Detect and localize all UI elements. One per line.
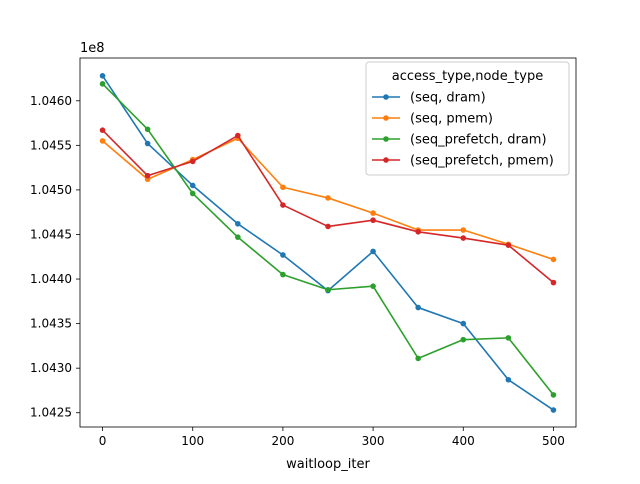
x-tick-label: 500 [542,434,565,448]
data-point [325,223,331,230]
y-tick-label: 1.0425 [30,406,72,420]
series-lines [99,73,557,413]
legend-label: (seq_prefetch, dram) [410,133,547,148]
data-point [460,235,467,241]
data-point [99,73,106,79]
data-point [550,392,557,398]
legend-box [365,61,570,176]
legend-item: (seq, dram) [372,91,486,106]
data-point [280,202,286,208]
x-tick-label: 200 [271,434,294,448]
x-tick-label: 300 [362,434,385,448]
data-point [505,242,512,248]
data-point [370,217,376,224]
data-point [415,355,421,362]
data-point [505,376,512,383]
y-tick-label: 1.0460 [30,94,72,108]
legend-item: (seq_prefetch, dram) [372,133,547,148]
data-point [370,283,376,289]
y-tick-label: 1.0450 [30,183,72,197]
data-point [550,256,557,263]
data-point [505,335,512,341]
data-point [550,279,557,286]
data-point [144,140,151,147]
data-point [370,248,376,255]
data-point [325,286,331,293]
legend-label: (seq, dram) [410,91,486,106]
data-point [550,407,557,413]
y-tick-label: 1.0455 [30,138,72,152]
legend-swatch-marker [383,94,389,100]
data-point [189,190,196,197]
data-point [144,172,151,179]
x-tick-label: 400 [452,434,475,448]
y-tick-label: 1.0445 [30,227,72,241]
y-tick-label: 1.0435 [30,317,72,331]
data-point [280,252,286,258]
data-point [99,127,106,133]
data-point [235,132,241,139]
data-point [235,220,241,227]
series-group [99,81,557,398]
data-point [235,234,241,240]
data-point [99,138,106,144]
data-point [460,227,467,233]
data-point [415,229,421,235]
legend-item: (seq, pmem) [372,112,493,127]
x-tick-label: 0 [99,434,107,448]
data-point [325,195,331,201]
y-tick-label: 1.0440 [30,272,72,286]
x-tick-label: 100 [181,434,204,448]
axes: 0 100 200 300 400 500 1.0425 1.0430 1.0435 1.0440… [30,57,577,448]
series-group [99,127,557,286]
data-point [460,336,467,343]
legend-swatch-marker [383,136,389,142]
data-point [189,182,196,189]
legend-label: (seq_prefetch, pmem) [410,154,554,169]
data-point [370,210,376,216]
y-axis-offset-label: 1e8 [80,41,105,56]
data-point [144,126,151,133]
x-axis-label: waitloop_iter [286,457,370,472]
legend-title: access_type,node_type [392,69,543,84]
legend: access_type,node_type (seq, dram) (seq, pm… [365,61,570,176]
data-point [280,271,286,278]
data-point [189,158,196,165]
data-point [99,81,106,87]
data-point [460,320,467,327]
legend-label: (seq, pmem) [410,112,493,127]
y-tick-label: 1.0430 [30,361,72,375]
legend-swatch-marker [383,115,389,121]
axes-frame [79,57,577,428]
legend-swatch-marker [383,157,389,163]
legend-item: (seq_prefetch, pmem) [372,154,554,169]
data-point [280,184,286,191]
data-point [415,304,421,311]
